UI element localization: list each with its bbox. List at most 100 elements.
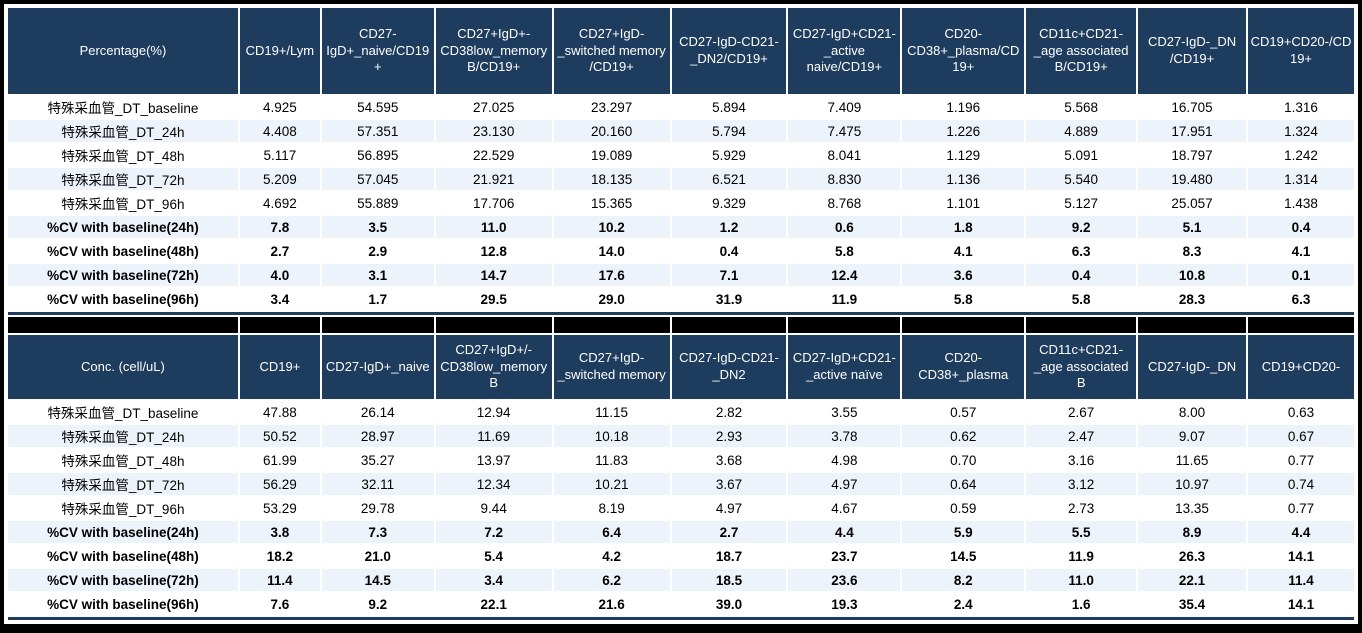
value-cell: 8.830 <box>788 168 901 190</box>
value-cell: 27.025 <box>435 96 552 118</box>
value-cell: 0.67 <box>1248 425 1354 447</box>
value-cell: 5.127 <box>1026 192 1137 214</box>
value-cell: 35.4 <box>1138 593 1246 615</box>
row-label: 特殊采血管_DT_96h <box>8 497 238 519</box>
value-cell: 0.77 <box>1248 497 1354 519</box>
row-label: 特殊采血管_DT_96h <box>8 192 238 214</box>
rule-cell <box>8 617 1354 620</box>
value-cell: 14.7 <box>435 264 552 286</box>
value-cell: 2.9 <box>321 240 434 262</box>
value-cell: 0.63 <box>1248 401 1354 423</box>
value-cell: 11.0 <box>435 216 552 238</box>
column-header: CD27+IgD-_switched memory <box>553 335 670 399</box>
value-cell: 11.4 <box>1248 569 1354 591</box>
value-cell: 9.329 <box>671 192 787 214</box>
value-cell: 5.1 <box>1138 216 1246 238</box>
value-cell: 8.2 <box>902 569 1025 591</box>
value-cell: 5.5 <box>1026 521 1137 543</box>
value-cell: 1.2 <box>671 216 787 238</box>
cv-row: %CV with baseline(96h) 3.4 1.7 29.5 29.0 31.9… <box>8 288 1354 310</box>
row-label: 特殊采血管_DT_24h <box>8 425 238 447</box>
sample-row: 特殊采血管_DT_72h 56.29 32.11 12.34 10.21 3.67 4.97… <box>8 473 1354 495</box>
value-cell: 7.2 <box>435 521 552 543</box>
separator-cell <box>239 317 320 333</box>
value-cell: 22.1 <box>1138 569 1246 591</box>
value-cell: 54.595 <box>321 96 434 118</box>
column-header: CD27+IgD+-CD38low_memory B/CD19+ <box>435 8 552 94</box>
row-label: %CV with baseline(72h) <box>8 264 238 286</box>
rule-cell <box>8 312 1354 315</box>
sample-row: 特殊采血管_DT_96h 4.692 55.889 17.706 15.365 9.329… <box>8 192 1354 214</box>
column-header: CD20-CD38+_plasma <box>902 335 1025 399</box>
row-label: 特殊采血管_DT_72h <box>8 168 238 190</box>
value-cell: 16.705 <box>1138 96 1246 118</box>
cv-row: %CV with baseline(96h) 7.6 9.2 22.1 21.6 39.0… <box>8 593 1354 615</box>
value-cell: 23.7 <box>788 545 901 567</box>
value-cell: 12.4 <box>788 264 901 286</box>
value-cell: 0.4 <box>671 240 787 262</box>
value-cell: 1.7 <box>321 288 434 310</box>
value-cell: 35.27 <box>321 449 434 471</box>
value-cell: 3.1 <box>321 264 434 286</box>
value-cell: 2.7 <box>239 240 320 262</box>
value-cell: 25.057 <box>1138 192 1246 214</box>
row-label: 特殊采血管_DT_48h <box>8 144 238 166</box>
row-label: %CV with baseline(96h) <box>8 288 238 310</box>
column-header: CD20-CD38+_plasma/CD19+ <box>902 8 1025 94</box>
value-cell: 3.12 <box>1026 473 1137 495</box>
value-cell: 2.7 <box>671 521 787 543</box>
value-cell: 56.29 <box>239 473 320 495</box>
value-cell: 29.5 <box>435 288 552 310</box>
value-cell: 53.29 <box>239 497 320 519</box>
table-unit-label: Conc. (cell/uL) <box>8 335 238 399</box>
value-cell: 3.68 <box>671 449 787 471</box>
value-cell: 0.4 <box>1248 216 1354 238</box>
separator-cell <box>321 317 434 333</box>
value-cell: 4.1 <box>902 240 1025 262</box>
value-cell: 3.6 <box>902 264 1025 286</box>
value-cell: 7.3 <box>321 521 434 543</box>
value-cell: 1.136 <box>902 168 1025 190</box>
value-cell: 28.97 <box>321 425 434 447</box>
value-cell: 7.409 <box>788 96 901 118</box>
value-cell: 7.475 <box>788 120 901 142</box>
value-cell: 23.6 <box>788 569 901 591</box>
value-cell: 4.97 <box>671 497 787 519</box>
value-cell: 22.529 <box>435 144 552 166</box>
value-cell: 6.2 <box>553 569 670 591</box>
sample-row: 特殊采血管_DT_baseline 4.925 54.595 27.025 23.297… <box>8 96 1354 118</box>
table-separator <box>8 317 1354 333</box>
column-header: CD27-IgD+CD21-_active naïve <box>788 335 901 399</box>
value-cell: 14.5 <box>321 569 434 591</box>
value-cell: 23.297 <box>553 96 670 118</box>
value-cell: 22.1 <box>435 593 552 615</box>
column-header: CD19+CD20- <box>1248 335 1354 399</box>
value-cell: 0.64 <box>902 473 1025 495</box>
value-cell: 9.44 <box>435 497 552 519</box>
value-cell: 0.74 <box>1248 473 1354 495</box>
value-cell: 10.18 <box>553 425 670 447</box>
row-label: %CV with baseline(24h) <box>8 521 238 543</box>
value-cell: 0.77 <box>1248 449 1354 471</box>
value-cell: 1.314 <box>1248 168 1354 190</box>
value-cell: 8.00 <box>1138 401 1246 423</box>
value-cell: 5.540 <box>1026 168 1137 190</box>
value-cell: 21.6 <box>553 593 670 615</box>
column-header: CD27-IgD-CD21-_DN2 <box>671 335 787 399</box>
value-cell: 32.11 <box>321 473 434 495</box>
value-cell: 0.6 <box>788 216 901 238</box>
sample-row: 特殊采血管_DT_72h 5.209 57.045 21.921 18.135 6.521… <box>8 168 1354 190</box>
value-cell: 19.3 <box>788 593 901 615</box>
value-cell: 3.8 <box>239 521 320 543</box>
value-cell: 12.34 <box>435 473 552 495</box>
value-cell: 4.408 <box>239 120 320 142</box>
value-cell: 5.091 <box>1026 144 1137 166</box>
value-cell: 8.768 <box>788 192 901 214</box>
row-label: %CV with baseline(48h) <box>8 545 238 567</box>
separator-cell <box>1138 317 1246 333</box>
column-header: CD27-IgD+CD21-_active naive/CD19+ <box>788 8 901 94</box>
sample-row: 特殊采血管_DT_baseline 47.88 26.14 12.94 11.15 2.8… <box>8 401 1354 423</box>
value-cell: 14.1 <box>1248 545 1354 567</box>
value-cell: 0.59 <box>902 497 1025 519</box>
value-cell: 39.0 <box>671 593 787 615</box>
